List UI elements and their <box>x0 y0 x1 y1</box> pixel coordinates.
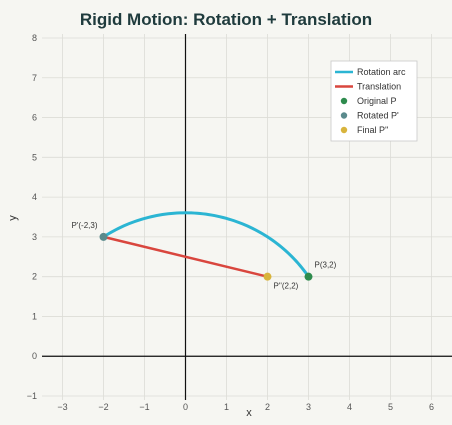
point-label: P''(2,2) <box>274 282 299 291</box>
series-group <box>99 211 313 281</box>
x-tick-label: −3 <box>57 402 67 412</box>
point-label: P(3,2) <box>315 261 337 270</box>
y-tick-label: 6 <box>32 113 37 123</box>
x-tick-label: −1 <box>139 402 149 412</box>
chart-title: Rigid Motion: Rotation + Translation <box>80 10 372 29</box>
rotation-arc-line <box>102 211 310 279</box>
x-tick-label: 3 <box>306 402 311 412</box>
x-axis-title: x <box>246 407 252 419</box>
legend-swatch-point <box>340 126 348 134</box>
x-tick-label: 5 <box>388 402 393 412</box>
translation-line <box>102 235 269 278</box>
y-tick-label: 4 <box>32 192 37 202</box>
legend-entry: Original P <box>357 96 397 106</box>
legend-swatch-point <box>340 112 348 119</box>
y-tick-label: 0 <box>32 351 37 361</box>
x-tick-label: 1 <box>224 402 229 412</box>
data-point <box>304 272 313 281</box>
data-point <box>263 272 272 281</box>
point-label: P'(-2,3) <box>72 221 98 230</box>
y-tick-label: 5 <box>32 152 37 162</box>
y-axis-title: y <box>7 215 19 221</box>
x-tick-label: 4 <box>347 402 352 412</box>
y-tick-label: 7 <box>32 73 37 83</box>
x-tick-label: 6 <box>429 402 434 412</box>
legend-swatch-point <box>340 97 348 105</box>
y-tick-label: 3 <box>32 232 37 242</box>
axes <box>42 34 452 400</box>
legend: Rotation arc Translation Original P Rotated… <box>330 60 418 142</box>
legend-entry: Final P'' <box>357 125 389 135</box>
legend-entry: Rotation arc <box>357 67 406 77</box>
x-tick-label: −2 <box>98 402 108 412</box>
legend-entry: Translation <box>357 82 401 92</box>
y-tick-label: −1 <box>27 391 37 401</box>
data-point <box>99 232 108 241</box>
y-tick-label: 8 <box>32 33 37 43</box>
legend-entry: Rotated P' <box>357 111 399 121</box>
x-tick-label: 2 <box>265 402 270 412</box>
tick-labels: −3 −2 −1 0 1 2 3 4 5 6 −1 0 1 2 3 4 5 6 7 8 <box>27 33 434 412</box>
y-tick-label: 2 <box>32 272 37 282</box>
point-labels: P(3,2) P'(-2,3) P''(2,2) <box>72 221 337 291</box>
x-tick-label: 0 <box>183 402 188 412</box>
y-tick-label: 1 <box>32 311 37 321</box>
